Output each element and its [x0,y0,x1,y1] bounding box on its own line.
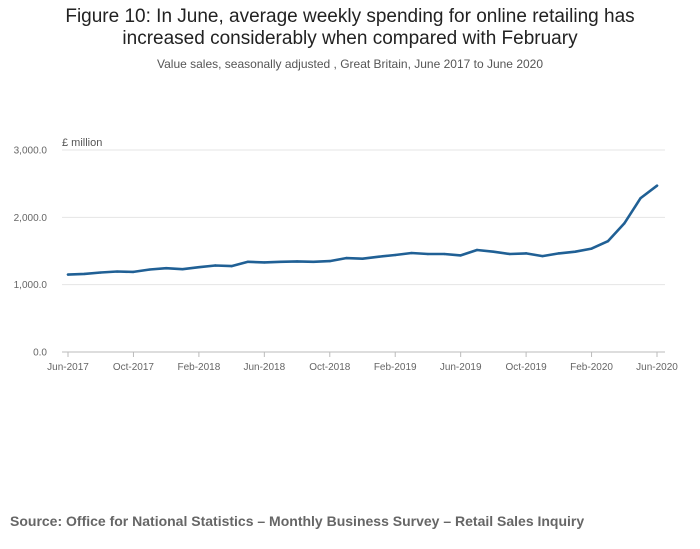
data-point [148,268,152,271]
x-tick-label: Jun-2018 [243,362,285,373]
data-point [279,260,282,263]
data-point [263,261,266,264]
data-point [328,259,331,263]
data-point [573,250,577,253]
data-point [623,222,626,225]
data-point [344,256,348,260]
data-point [99,271,102,274]
data-point [214,264,217,267]
data-point [66,273,70,276]
x-tick-label: Feb-2018 [177,362,220,373]
data-point [361,257,364,260]
data-point [230,264,233,268]
data-point [475,248,479,252]
source-note: Source: Office for National Statistics –… [10,513,585,529]
data-point [459,254,462,257]
chart-title: Figure 10: In June, average weekly spend… [0,6,700,50]
x-tick-label: Oct-2018 [309,362,351,373]
x-tick-label: Oct-2019 [506,362,548,373]
y-tick-label: 2,000.0 [14,213,48,224]
data-point [426,252,430,256]
chart-subtitle: Value sales, seasonally adjusted , Great… [156,57,544,71]
x-tick-label: Feb-2019 [374,362,417,373]
data-point [246,260,250,263]
data-point [312,260,315,263]
data-point [181,267,184,271]
data-point [508,252,511,256]
data-point [557,252,561,255]
data-point [115,270,119,273]
data-point [197,265,201,269]
data-point [639,196,642,200]
y-tick-label: 1,000.0 [14,280,48,291]
data-point [606,240,610,243]
data-point [410,251,413,255]
data-point [443,252,446,256]
chart-title-line-1: Figure 10: In June, average weekly spend… [65,6,635,27]
data-point [541,254,544,258]
x-tick-label: Jun-2019 [440,362,482,373]
x-tick-label: Feb-2020 [570,362,613,373]
data-point [164,266,168,270]
x-tick-label: Jun-2017 [47,362,89,373]
chart-title-line-2: increased considerably when compared wit… [122,28,578,49]
data-point [492,250,495,253]
data-point [655,184,659,187]
data-point [132,270,135,274]
series-line [66,184,659,276]
data-point [295,260,299,263]
data-point [377,255,381,258]
x-tick-label: Oct-2017 [113,362,155,373]
data-point [524,252,528,255]
data-point [394,253,397,257]
y-tick-label: 0.0 [33,348,47,359]
y-axis-unit-label: £ million [62,137,102,149]
data-point [590,247,593,250]
data-point [83,272,86,276]
y-tick-label: 3,000.0 [14,146,48,157]
x-tick-label: Jun-2020 [636,362,678,373]
